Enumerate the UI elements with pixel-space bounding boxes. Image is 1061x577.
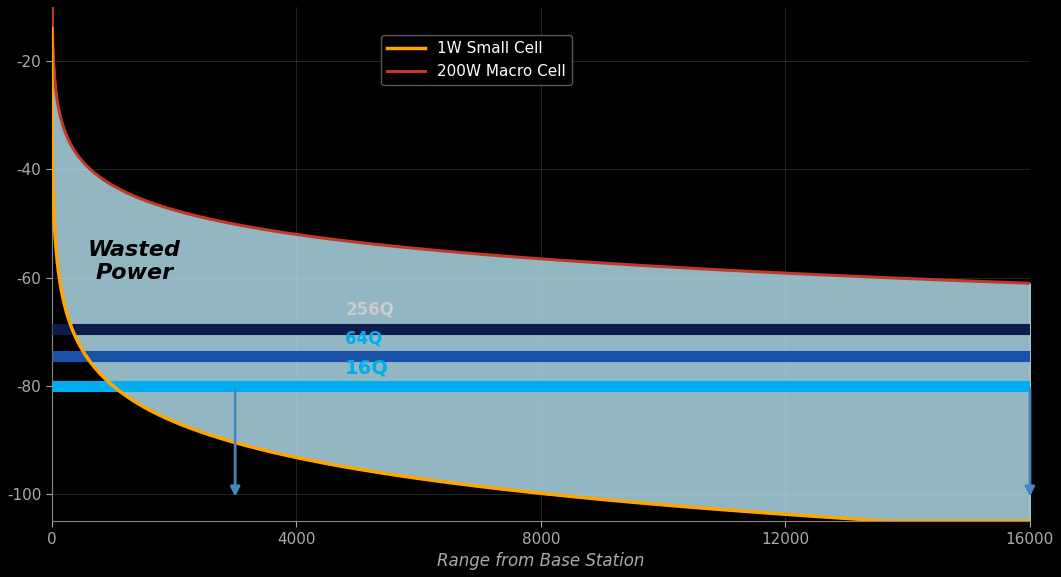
Text: 64Q: 64Q	[345, 330, 383, 348]
X-axis label: Range from Base Station: Range from Base Station	[437, 552, 644, 570]
Legend: 1W Small Cell, 200W Macro Cell: 1W Small Cell, 200W Macro Cell	[381, 35, 572, 85]
Text: 16Q: 16Q	[345, 359, 389, 378]
Text: 256Q: 256Q	[345, 300, 394, 318]
Text: Wasted
Power: Wasted Power	[88, 239, 180, 283]
